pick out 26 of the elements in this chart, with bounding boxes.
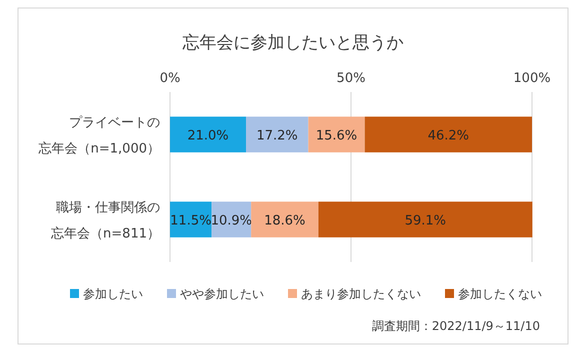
data-label: 17.2% <box>256 128 298 144</box>
x-tick-label: 100% <box>513 71 551 86</box>
y-tick-label: プライベートの忘年会（n=1,000） <box>38 116 160 156</box>
bar <box>364 116 532 152</box>
legend-label: あまり参加したくない <box>301 287 421 301</box>
data-label: 15.6% <box>316 128 358 144</box>
bar <box>318 202 532 238</box>
x-tick-label: 50% <box>336 71 366 86</box>
data-label: 46.2% <box>428 128 470 144</box>
data-label: 10.9% <box>210 214 252 228</box>
y-tick-label: 職場・仕事関係の忘年会（n=811） <box>51 200 160 242</box>
text: 調査期間：2022/11/9～11/10 <box>372 319 540 333</box>
x-tick-label: 0% <box>160 71 180 86</box>
chart-title: 忘年会に参加したいと思うか <box>182 33 404 53</box>
bar <box>170 116 246 152</box>
bar <box>170 202 212 238</box>
legend-label: やや参加したい <box>180 287 264 301</box>
legend-label: 参加したくない <box>458 287 542 301</box>
bar <box>308 116 365 152</box>
data-label: 59.1% <box>404 214 446 228</box>
data-label: 11.5% <box>170 214 212 228</box>
bar <box>246 116 308 152</box>
data-label: 18.6% <box>264 214 306 228</box>
bar <box>251 202 318 238</box>
data-label: 21.0% <box>187 128 229 144</box>
legend-label: 参加したい <box>83 287 143 301</box>
